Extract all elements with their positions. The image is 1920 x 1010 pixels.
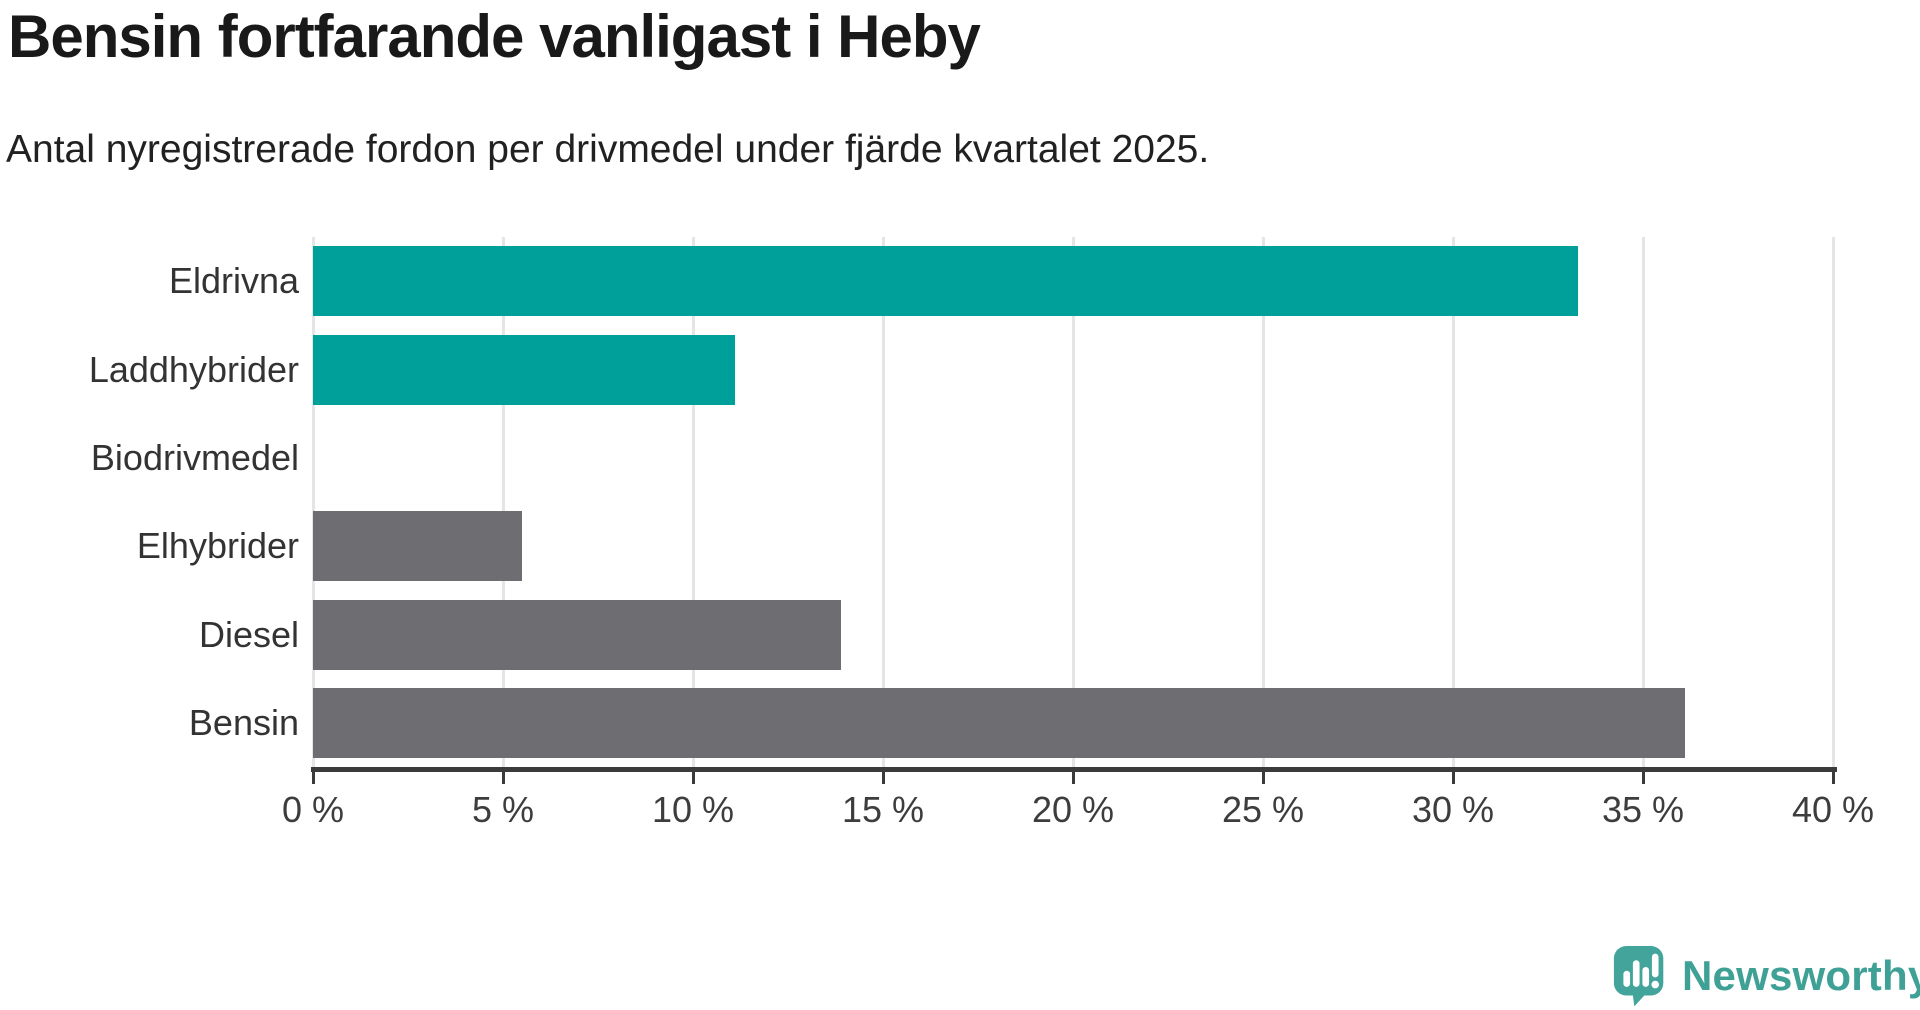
x-tick-2 <box>691 767 695 784</box>
newsworthy-logo-icon <box>1612 944 1669 1007</box>
bar-laddhybrider <box>313 334 735 405</box>
x-tick-8 <box>1831 767 1835 784</box>
bar-diesel <box>313 599 842 670</box>
category-label-biodrivmedel: Biodrivmedel <box>90 436 299 478</box>
x-tick-label-1: 5 % <box>471 789 535 830</box>
x-tick-3 <box>881 767 885 784</box>
plot-area: Eldrivna Laddhybrider Biodrivmedel Elhybrid… <box>89 237 1874 830</box>
chart-subtitle: Antal nyregistrerade fordon per drivmede… <box>6 128 1210 171</box>
chart-title: Bensin fortfarande vanligast i Heby <box>8 3 981 70</box>
gridline-10pct <box>691 237 695 767</box>
x-tick-1 <box>501 767 505 784</box>
gridline-35pct <box>1641 237 1645 767</box>
newsworthy-brand-name: Newsworthy <box>1682 951 1920 999</box>
gridline-0pct <box>311 237 315 767</box>
gridline-15pct <box>881 237 885 767</box>
x-tick-label-8: 40 % <box>1791 789 1875 830</box>
x-tick-label-3: 15 % <box>841 789 925 830</box>
x-tick-label-5: 25 % <box>1221 789 1305 830</box>
x-tick-label-0: 0 % <box>281 789 345 830</box>
gridline-40pct <box>1831 237 1835 767</box>
category-label-laddhybrider: Laddhybrider <box>88 348 299 390</box>
x-tick-label-4: 20 % <box>1031 789 1115 830</box>
newsworthy-logo[interactable]: Newsworthy <box>1612 944 1920 1007</box>
x-tick-label-6: 30 % <box>1411 789 1495 830</box>
category-label-eldrivna: Eldrivna <box>168 260 299 302</box>
gridline-5pct <box>501 237 505 767</box>
gridline-25pct <box>1261 237 1265 767</box>
x-tick-4 <box>1071 767 1075 784</box>
bar-eldrivna <box>313 246 1579 317</box>
x-tick-5 <box>1261 767 1265 784</box>
x-tick-7 <box>1641 767 1645 784</box>
category-label-bensin: Bensin <box>188 701 299 743</box>
bar-elhybrider <box>313 511 522 582</box>
category-label-diesel: Diesel <box>198 613 299 655</box>
x-tick-6 <box>1451 767 1455 784</box>
gridline-30pct <box>1451 237 1455 767</box>
x-tick-0 <box>311 767 315 784</box>
bar-bensin <box>313 687 1685 758</box>
x-tick-label-7: 35 % <box>1601 789 1685 830</box>
gridline-20pct <box>1071 237 1075 767</box>
x-tick-label-2: 10 % <box>651 789 735 830</box>
category-label-elhybrider: Elhybrider <box>136 525 299 567</box>
